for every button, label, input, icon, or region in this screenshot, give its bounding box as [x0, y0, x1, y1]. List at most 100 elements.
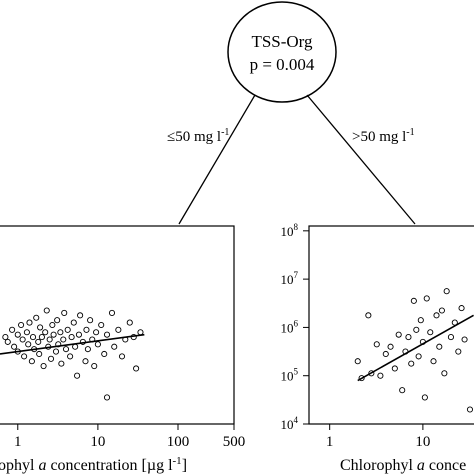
right-data-point: [373, 341, 380, 348]
left-data-point: [21, 353, 28, 360]
left-data-point: [4, 338, 11, 345]
left-data-point: [26, 319, 33, 326]
right-scatter-panel: 104 105 106 107 108 1 10 Chlorophyl a conce: [281, 222, 474, 474]
right-points-group: [354, 288, 474, 413]
left-data-point: [126, 319, 133, 326]
left-data-point: [79, 338, 86, 345]
right-data-point: [399, 387, 406, 394]
left-data-point: [93, 329, 100, 336]
left-data-point: [46, 336, 53, 343]
right-xlabel-suffix: conce: [425, 457, 466, 474]
left-panel-frame: [0, 225, 235, 425]
left-data-point: [137, 329, 144, 336]
left-data-point: [11, 343, 18, 350]
right-data-point: [417, 317, 424, 324]
left-data-point: [130, 334, 137, 341]
right-data-point: [433, 312, 440, 319]
right-data-point: [455, 348, 462, 355]
left-data-point: [54, 317, 61, 324]
right-data-point: [423, 295, 430, 302]
left-data-point: [31, 346, 38, 353]
left-branch-sup: -1: [221, 127, 229, 138]
left-data-point: [33, 314, 40, 321]
right-data-point: [354, 358, 361, 365]
left-data-point: [42, 329, 49, 336]
left-data-point: [38, 334, 45, 341]
right-data-point: [430, 358, 437, 365]
left-data-point: [122, 336, 129, 343]
right-y-ticks: 104 105 106 107 108: [281, 222, 309, 432]
left-data-point: [9, 326, 16, 333]
left-data-point: [111, 343, 118, 350]
left-data-point: [115, 326, 122, 333]
left-data-point: [61, 309, 68, 316]
left-data-point: [28, 358, 35, 365]
left-data-point: [82, 358, 89, 365]
left-data-point: [35, 338, 42, 345]
left-xlabel-prefix: ophyl: [0, 457, 38, 474]
right-data-point: [436, 343, 443, 350]
right-data-point: [387, 343, 394, 350]
left-data-point: [45, 343, 52, 350]
left-data-point: [87, 317, 94, 324]
left-data-point: [75, 331, 82, 338]
left-data-point: [2, 334, 9, 341]
right-y-tick-label: 107: [281, 270, 299, 287]
left-data-point: [60, 336, 67, 343]
left-xlabel-sup: -1: [173, 455, 182, 467]
right-data-point: [447, 334, 454, 341]
left-data-point: [14, 331, 21, 338]
root-node-variable: TSS-Org: [251, 32, 313, 51]
right-data-point: [458, 305, 465, 312]
left-data-point: [64, 326, 71, 333]
left-xlabel-suffix: concentration [µg l: [46, 457, 173, 474]
left-x-tick-label: 1: [14, 434, 22, 450]
left-data-point: [72, 343, 79, 350]
left-fit-line: [0, 333, 145, 355]
left-data-point: [55, 341, 62, 348]
left-data-point: [49, 321, 56, 329]
right-data-point: [438, 307, 445, 314]
right-branch-sup: -1: [406, 127, 414, 138]
root-node-ellipse: [227, 1, 337, 103]
left-data-point: [52, 348, 60, 355]
left-data-point: [14, 348, 21, 355]
left-data-point: [103, 394, 111, 401]
right-data-point: [405, 334, 412, 341]
right-data-point: [415, 353, 422, 360]
left-x-tick-label: 500: [223, 434, 246, 450]
left-data-point: [98, 321, 105, 329]
left-data-point: [91, 362, 98, 370]
right-branch-line: [306, 94, 416, 225]
left-data-point: [103, 331, 111, 338]
right-x-tick-label: 1: [326, 434, 334, 450]
right-branch-label: >50 mg l-1: [352, 127, 415, 145]
left-data-point: [18, 321, 25, 329]
left-data-point: [25, 341, 32, 348]
left-xlabel-end: ]: [182, 457, 187, 474]
left-data-point: [94, 341, 101, 348]
left-data-point: [37, 324, 44, 331]
right-fit-line-group: [357, 314, 474, 382]
right-y-tick-label: 108: [281, 222, 299, 239]
left-xlabel-italic: a: [38, 457, 46, 474]
left-data-point: [89, 336, 96, 343]
right-x-ticks: 1 10: [326, 424, 430, 450]
left-data-point: [47, 355, 55, 362]
right-data-point: [368, 370, 375, 377]
left-data-point: [83, 326, 90, 333]
left-data-point: [108, 309, 116, 316]
right-data-point: [427, 329, 434, 336]
right-data-point: [413, 326, 420, 333]
left-data-point: [68, 334, 75, 341]
left-data-point: [133, 365, 140, 372]
left-data-point: [118, 353, 126, 360]
left-data-point: [23, 329, 30, 336]
right-data-point: [419, 338, 426, 345]
right-branch-text: >50 mg l: [352, 129, 406, 145]
left-data-point: [67, 353, 74, 360]
left-branch-text: ≤50 mg l: [167, 129, 221, 145]
left-data-point: [43, 307, 50, 314]
right-xlabel-prefix: Chlorophyl: [340, 457, 417, 474]
